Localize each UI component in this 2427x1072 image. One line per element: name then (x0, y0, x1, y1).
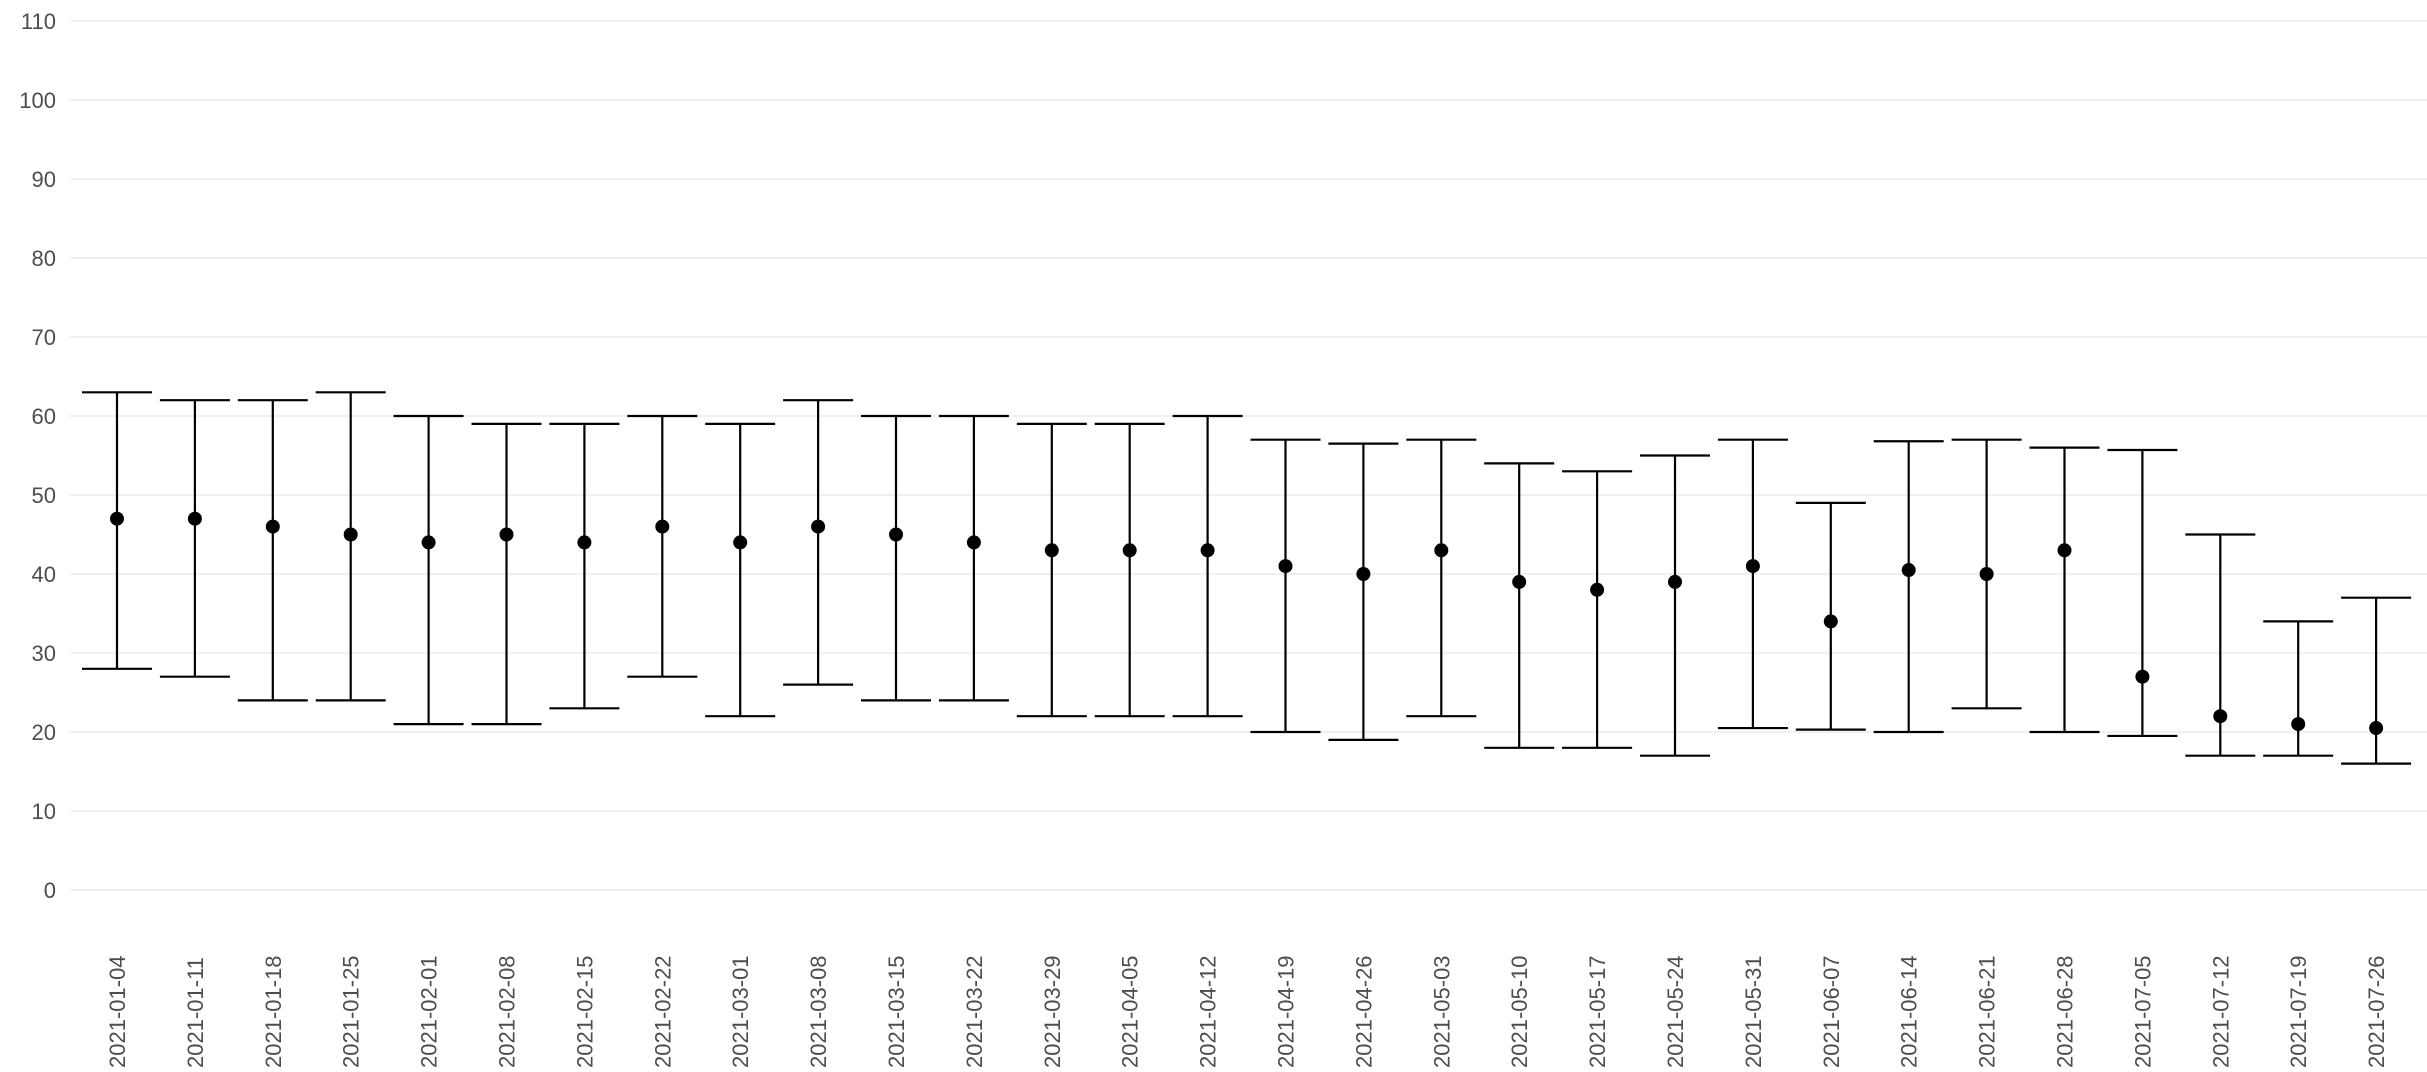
y-axis-tick-labels: 0 10 20 30 40 50 60 70 80 90 100 110 (19, 9, 56, 903)
x-tick-label-2021-07-12: 2021-07-12 (2208, 955, 2233, 1068)
y-tick-label-30: 30 (32, 641, 56, 666)
data-point-2021-03-08 (811, 519, 826, 534)
y-tick-label-90: 90 (32, 167, 56, 192)
x-tick-label-2021-02-22: 2021-02-22 (650, 955, 675, 1068)
x-tick-label-2021-01-04: 2021-01-04 (105, 955, 130, 1068)
data-point-2021-06-21 (1979, 567, 1994, 581)
x-tick-label-2021-05-10: 2021-05-10 (1507, 955, 1532, 1068)
data-point-2021-04-05 (1122, 543, 1137, 558)
x-axis-tick-labels: 2021-01-04 2021-01-11 2021-01-18 2021-01-25… (105, 955, 2389, 1068)
y-tick-label-60: 60 (32, 404, 56, 429)
data-point-2021-07-05 (2135, 669, 2150, 684)
data-point-2021-01-04 (110, 511, 124, 526)
x-tick-label-2021-06-28: 2021-06-28 (2053, 955, 2078, 1068)
data-points (110, 511, 2384, 736)
data-point-2021-07-12 (2213, 709, 2228, 724)
x-tick-label-2021-03-01: 2021-03-01 (728, 955, 753, 1068)
x-tick-label-2021-07-19: 2021-07-19 (2286, 955, 2311, 1068)
grid-lines (70, 20, 2427, 891)
x-tick-label-2021-01-18: 2021-01-18 (261, 955, 286, 1068)
x-tick-label-2021-03-08: 2021-03-08 (806, 955, 831, 1068)
data-point-2021-01-11 (187, 511, 202, 526)
y-tick-label-0: 0 (44, 878, 56, 903)
data-point-2021-06-07 (1823, 614, 1838, 629)
data-point-2021-05-03 (1434, 543, 1449, 558)
y-tick-label-20: 20 (32, 720, 56, 745)
data-point-2021-03-01 (733, 535, 748, 550)
data-point-2021-07-19 (2291, 717, 2306, 732)
data-point-2021-03-22 (966, 535, 981, 550)
y-tick-label-50: 50 (32, 483, 56, 508)
x-tick-label-2021-01-25: 2021-01-25 (339, 955, 364, 1068)
data-point-2021-04-19 (1278, 559, 1293, 574)
x-tick-label-2021-06-14: 2021-06-14 (1897, 955, 1922, 1068)
data-point-2021-05-24 (1668, 574, 1682, 589)
x-tick-label-2021-05-31: 2021-05-31 (1741, 955, 1766, 1068)
data-point-2021-01-18 (265, 519, 280, 534)
x-tick-label-2021-02-15: 2021-02-15 (572, 955, 597, 1068)
x-tick-label-2021-06-07: 2021-06-07 (1819, 955, 1844, 1068)
x-tick-label-2021-04-26: 2021-04-26 (1351, 955, 1376, 1068)
y-tick-label-80: 80 (32, 246, 56, 271)
data-point-2021-02-01 (421, 535, 436, 550)
x-tick-label-2021-06-21: 2021-06-21 (1975, 955, 2000, 1068)
data-point-2021-03-29 (1044, 543, 1059, 558)
data-point-2021-06-14 (1901, 563, 1916, 578)
x-tick-label-2021-04-05: 2021-04-05 (1118, 955, 1143, 1068)
data-point-2021-07-26 (2369, 721, 2384, 736)
x-tick-label-2021-02-08: 2021-02-08 (495, 955, 520, 1068)
y-tick-label-40: 40 (32, 562, 56, 587)
data-point-2021-06-28 (2057, 543, 2072, 558)
data-point-2021-05-17 (1590, 582, 1605, 597)
y-tick-label-110: 110 (21, 9, 56, 34)
data-point-2021-03-15 (889, 527, 903, 542)
x-tick-label-2021-07-05: 2021-07-05 (2130, 955, 2155, 1068)
y-tick-label-10: 10 (32, 799, 56, 824)
data-point-2021-02-08 (499, 527, 514, 542)
x-tick-label-2021-03-15: 2021-03-15 (884, 955, 909, 1068)
data-point-2021-04-12 (1200, 543, 1215, 558)
y-tick-label-70: 70 (32, 325, 56, 350)
x-tick-label-2021-02-01: 2021-02-01 (417, 955, 442, 1068)
data-point-2021-04-26 (1356, 567, 1371, 581)
data-point-2021-01-25 (343, 527, 358, 542)
x-tick-label-2021-07-26: 2021-07-26 (2364, 955, 2389, 1068)
x-tick-label-2021-05-17: 2021-05-17 (1585, 955, 1610, 1068)
data-point-2021-02-22 (655, 519, 670, 534)
x-tick-label-2021-01-11: 2021-01-11 (183, 957, 208, 1068)
x-tick-label-2021-05-24: 2021-05-24 (1663, 955, 1688, 1068)
data-point-2021-02-15 (577, 535, 592, 550)
x-tick-label-2021-04-12: 2021-04-12 (1196, 955, 1221, 1068)
y-tick-label-100: 100 (19, 88, 56, 113)
data-point-2021-05-10 (1512, 574, 1527, 589)
x-tick-label-2021-04-19: 2021-04-19 (1274, 955, 1299, 1068)
x-tick-label-2021-03-22: 2021-03-22 (962, 955, 987, 1068)
data-point-2021-05-31 (1745, 559, 1760, 574)
x-tick-label-2021-03-29: 2021-03-29 (1040, 955, 1065, 1068)
error-bars (82, 391, 2412, 765)
x-tick-label-2021-05-03: 2021-05-03 (1429, 955, 1454, 1068)
